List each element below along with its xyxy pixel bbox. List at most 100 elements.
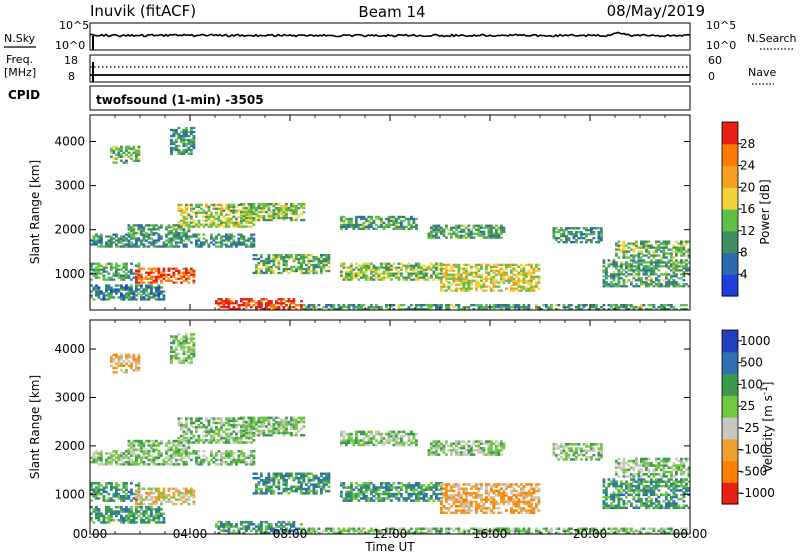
velocity-cell	[227, 432, 231, 436]
velocity-cell	[620, 466, 623, 469]
power-cell	[117, 276, 121, 279]
power-cell	[430, 232, 433, 235]
power-cell	[657, 269, 661, 272]
power-cell	[185, 138, 188, 142]
power-cell	[367, 308, 371, 311]
velocity-cell	[257, 476, 261, 480]
velocity-cell	[267, 474, 271, 478]
power-cell	[397, 278, 401, 281]
power-cell	[367, 219, 371, 223]
power-cell	[110, 241, 113, 244]
freq-tick-bottom: 8	[68, 70, 75, 83]
power-cell	[672, 308, 676, 311]
velocity-cell	[682, 473, 686, 476]
velocity-cell	[127, 452, 131, 455]
power-cell	[440, 306, 443, 309]
power-cell	[132, 294, 136, 297]
power-cell	[515, 304, 518, 307]
power-cell	[660, 242, 663, 245]
power-cell	[682, 279, 686, 282]
velocity-cell	[565, 445, 568, 448]
power-cell	[642, 265, 646, 268]
power-cell	[427, 234, 431, 237]
power-cell	[287, 256, 291, 259]
power-cell	[655, 279, 658, 282]
power-cell	[285, 216, 288, 220]
power-colorbar-segment	[722, 252, 738, 275]
power-cell	[537, 263, 541, 266]
power-cell	[677, 269, 681, 272]
power-cell	[557, 231, 561, 234]
power-cell	[152, 241, 156, 244]
power-cell	[217, 245, 221, 248]
velocity-cell	[555, 453, 558, 457]
power-cell	[362, 266, 366, 269]
power-cell	[685, 250, 688, 253]
power-cell	[235, 308, 238, 311]
velocity-cell	[650, 473, 653, 476]
power-cell	[292, 302, 296, 305]
power-cell	[675, 267, 678, 270]
velocity-cell	[267, 487, 271, 491]
velocity-cell	[655, 464, 658, 467]
power-cell	[547, 306, 551, 309]
velocity-cell	[95, 460, 98, 464]
velocity-cell	[647, 464, 651, 467]
power-cell	[355, 219, 358, 223]
power-cell	[372, 306, 376, 309]
power-cell	[530, 308, 533, 311]
power-cell	[680, 246, 683, 249]
power-cell	[115, 239, 118, 242]
power-cell	[277, 267, 281, 271]
velocity-cell	[100, 456, 103, 459]
power-cell	[180, 213, 183, 216]
power-cell	[252, 211, 256, 214]
power-cell	[150, 267, 153, 270]
velocity-cell	[647, 462, 651, 465]
power-cell	[412, 217, 416, 221]
power-cell	[147, 292, 151, 295]
power-cell	[175, 269, 178, 272]
velocity-cell	[465, 449, 468, 452]
velocity-cell	[175, 460, 178, 464]
power-cell	[265, 267, 268, 271]
velocity-cell	[392, 430, 396, 434]
power-cell	[217, 233, 221, 236]
power-cell	[625, 267, 628, 270]
velocity-cell	[185, 436, 188, 440]
power-cell	[95, 292, 98, 295]
power-cell	[280, 257, 283, 261]
power-cell	[447, 308, 451, 311]
power-cell	[660, 256, 663, 259]
power-cell	[400, 225, 403, 228]
power-cell	[125, 147, 128, 150]
velocity-cell	[570, 458, 573, 461]
power-colorbar-tick-label: 16	[740, 202, 755, 216]
power-cell	[265, 265, 268, 269]
power-cell	[502, 226, 506, 229]
velocity-cell	[357, 443, 361, 447]
velocity-cell	[495, 446, 498, 450]
power-cell	[285, 209, 288, 212]
velocity-cell	[237, 450, 241, 453]
power-cell	[652, 261, 656, 264]
power-cell	[92, 274, 96, 277]
power-cell	[475, 271, 478, 274]
velocity-cell	[297, 429, 301, 433]
velocity-cell	[630, 473, 633, 476]
power-cell	[590, 231, 593, 234]
velocity-cell	[265, 418, 268, 422]
power-cell	[132, 298, 136, 301]
velocity-cell	[497, 442, 501, 445]
velocity-cell	[125, 492, 128, 496]
power-cell	[617, 248, 621, 251]
power-cell	[265, 261, 268, 265]
power-cell	[577, 304, 581, 307]
velocity-cell	[165, 456, 168, 459]
velocity-cell	[155, 498, 158, 501]
velocity-cell	[495, 451, 498, 454]
power-cell	[637, 256, 641, 259]
velocity-cell	[565, 443, 568, 446]
velocity-cell	[492, 453, 496, 456]
power-cell	[657, 283, 661, 286]
